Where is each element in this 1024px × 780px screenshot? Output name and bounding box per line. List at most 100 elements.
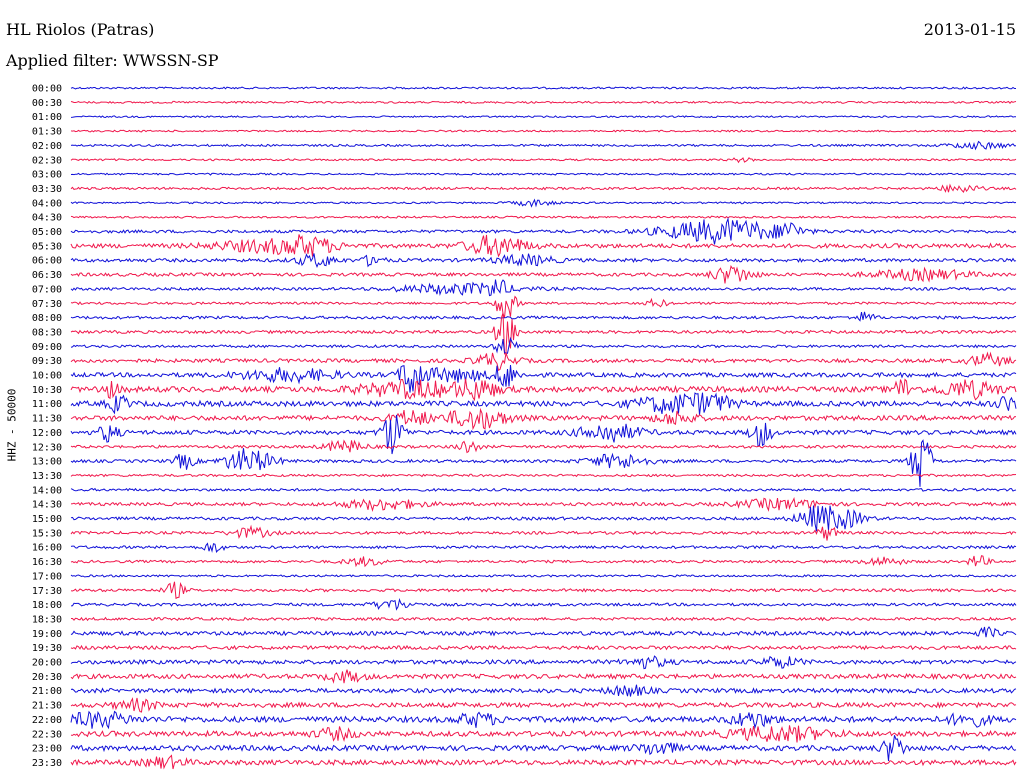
trace-time-label: 08:00 <box>32 313 62 324</box>
trace-time-label: 23:00 <box>32 744 62 755</box>
trace-time-label: 07:30 <box>32 299 62 310</box>
trace-time-label: 11:30 <box>32 414 62 425</box>
seismic-trace <box>70 364 1017 393</box>
trace-time-label: 04:30 <box>32 213 62 224</box>
seismic-trace <box>70 697 1017 713</box>
seismic-trace <box>70 157 1017 164</box>
seismic-trace <box>70 581 1017 600</box>
seismic-trace <box>70 311 1017 322</box>
date-label: 2013-01-15 <box>923 20 1016 39</box>
trace-time-label: 13:30 <box>32 471 62 482</box>
seismic-trace <box>70 129 1017 133</box>
seismic-trace <box>70 497 1017 512</box>
trace-time-label: 21:00 <box>32 686 62 697</box>
trace-time-label: 17:00 <box>32 571 62 582</box>
trace-time-label: 05:00 <box>32 227 62 238</box>
seismic-trace <box>70 115 1016 119</box>
seismic-trace <box>70 378 1017 402</box>
seismic-trace <box>70 626 1017 638</box>
trace-time-label: 13:00 <box>32 457 62 468</box>
trace-time-label: 20:00 <box>32 658 62 669</box>
trace-time-label: 02:00 <box>32 141 62 152</box>
seismic-trace <box>70 439 1017 454</box>
trace-time-label: 10:30 <box>32 385 62 396</box>
seismic-trace <box>70 574 1017 578</box>
seismic-trace <box>70 754 1017 770</box>
trace-time-label: 15:30 <box>32 528 62 539</box>
filter-prefix: Applied filter: <box>6 51 118 70</box>
trace-time-label: 18:30 <box>32 614 62 625</box>
seismic-trace <box>70 473 1017 478</box>
seismic-trace <box>70 183 1017 194</box>
trace-time-label: 06:00 <box>32 256 62 267</box>
seismic-trace <box>70 265 1017 284</box>
seismic-trace <box>70 524 1017 541</box>
seismic-trace <box>70 295 1017 319</box>
seismic-trace <box>70 735 1017 762</box>
seismic-trace <box>70 312 1017 355</box>
seismic-trace <box>70 407 1017 431</box>
trace-time-label: 21:30 <box>32 701 62 712</box>
seismic-trace <box>70 392 1017 416</box>
filter-label: Applied filter: WWSSN-SP <box>6 51 219 70</box>
trace-time-label: 19:00 <box>32 629 62 640</box>
trace-time-label: 17:30 <box>32 586 62 597</box>
channel-scale-label: HHZ - 50000 <box>5 388 19 462</box>
seismic-trace <box>70 505 1017 532</box>
seismic-trace <box>70 644 1017 651</box>
seismic-trace <box>70 140 1017 151</box>
trace-time-label: 03:30 <box>32 184 62 195</box>
seismic-trace <box>70 597 1017 611</box>
trace-time-label: 12:00 <box>32 428 62 439</box>
seismic-trace <box>70 279 1017 297</box>
trace-time-label: 01:30 <box>32 127 62 138</box>
trace-time-label: 12:30 <box>32 442 62 453</box>
trace-time-label: 18:00 <box>32 600 62 611</box>
seismic-trace <box>70 215 1017 219</box>
seismic-trace <box>70 487 1017 492</box>
trace-time-label: 02:30 <box>32 155 62 166</box>
trace-time-label: 11:00 <box>32 399 62 410</box>
seismic-trace <box>70 684 1017 697</box>
seismic-trace <box>70 555 1017 568</box>
trace-time-label: 05:30 <box>32 241 62 252</box>
filter-name: WWSSN-SP <box>122 51 219 70</box>
trace-time-label: 16:30 <box>32 557 62 568</box>
trace-time-label: 08:30 <box>32 327 62 338</box>
seismic-trace <box>70 542 1017 553</box>
seismic-trace <box>70 710 1017 730</box>
seismic-trace <box>70 253 1017 269</box>
seismic-trace <box>70 172 1017 176</box>
trace-time-label: 15:00 <box>32 514 62 525</box>
seismic-trace <box>70 100 1017 104</box>
seismic-trace <box>70 725 1017 743</box>
trace-time-label: 07:00 <box>32 284 62 295</box>
seismic-trace <box>70 414 1017 455</box>
seismic-trace <box>70 86 1016 90</box>
trace-time-label: 06:30 <box>32 270 62 281</box>
trace-time-label: 19:30 <box>32 643 62 654</box>
seismic-trace <box>70 336 1017 354</box>
trace-time-label: 14:00 <box>32 485 62 496</box>
trace-time-label: 00:00 <box>32 84 62 95</box>
seismic-trace <box>70 217 1017 245</box>
trace-time-label: 10:00 <box>32 371 62 382</box>
trace-time-label: 09:30 <box>32 356 62 367</box>
trace-time-label: 22:30 <box>32 729 62 740</box>
trace-time-label: 23:30 <box>32 758 62 769</box>
seismic-trace <box>70 439 1017 487</box>
trace-time-label: 04:00 <box>32 198 62 209</box>
seismic-trace <box>70 234 1017 258</box>
trace-time-label: 01:00 <box>32 112 62 123</box>
seismic-trace <box>70 669 1017 684</box>
trace-time-label: 16:00 <box>32 543 62 554</box>
trace-time-label: 20:30 <box>32 672 62 683</box>
trace-time-label: 14:30 <box>32 500 62 511</box>
trace-time-label: 22:00 <box>32 715 62 726</box>
seismic-trace <box>70 351 1017 371</box>
seismic-trace <box>71 616 1017 622</box>
seismic-trace <box>70 198 1017 208</box>
trace-time-label: 09:00 <box>32 342 62 353</box>
seismic-trace <box>70 655 1017 670</box>
